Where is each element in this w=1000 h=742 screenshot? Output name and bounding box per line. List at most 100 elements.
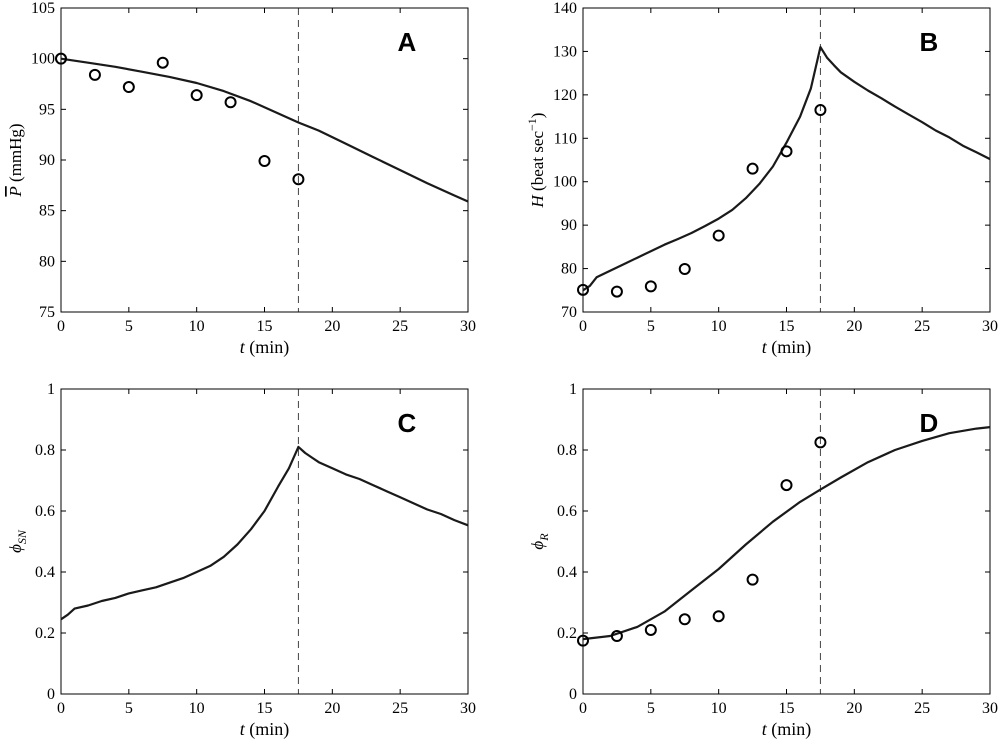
panel-c-y-tick-label: 0.6: [35, 503, 55, 520]
panel-b-data-point: [746, 162, 759, 175]
panel-c-label: C: [398, 408, 417, 438]
panel-b-x-tick-label: 5: [647, 318, 655, 335]
panel-d-y-tick-label: 1: [569, 381, 577, 398]
panel-d-x-axis-label: t (min): [762, 719, 812, 740]
panel-d-y-tick-label: 0: [569, 686, 577, 703]
panel-a-y-axis-label: P (mmHg): [6, 123, 25, 197]
panel-b-y-tick-label: 110: [554, 130, 577, 147]
panel-d: 0 5 10 15 20 25 30 0 0.2 0.4 0.6 0.8 1 Dt (min) ϕR: [528, 381, 998, 740]
panel-a-data-point: [55, 52, 67, 65]
panel-a-model-curve: [60, 57, 469, 203]
panel-b-data-point: [678, 263, 691, 276]
panel-a-data-point: [258, 155, 271, 168]
panel-a-y-tick-label: 75: [39, 304, 55, 321]
panel-a-data-point: [190, 89, 203, 102]
panel-d-x-tick-label: 10: [711, 700, 727, 717]
panel-c-x-tick-label: 5: [125, 700, 133, 717]
panel-d-x-tick-label: 30: [982, 700, 998, 717]
panel-a-x-tick-label: 15: [257, 318, 273, 335]
panel-d-y-tick-label: 0.8: [557, 442, 577, 459]
panel-c-x-tick-label: 10: [189, 700, 205, 717]
panel-b-x-tick-label: 15: [779, 318, 795, 335]
panel-b-y-tick-label: 130: [553, 43, 577, 60]
panel-c-x-tick-label: 25: [392, 700, 408, 717]
panel-b-data-point: [644, 280, 657, 293]
panel-c-x-axis-label: t (min): [240, 719, 290, 740]
panel-a-data-point: [122, 81, 135, 94]
panel-d-data-point: [644, 623, 657, 636]
panel-b-x-tick-label: 20: [846, 318, 862, 335]
panel-b-data-point: [577, 283, 589, 296]
panel-d-data-point: [780, 479, 793, 492]
panel-c-y-tick-label: 0.8: [35, 442, 55, 459]
panel-a-data-point: [292, 173, 305, 186]
panel-a-label: A: [398, 27, 417, 57]
panel-c-x-tick-label: 20: [324, 700, 340, 717]
panel-d-y-tick-label: 0.6: [557, 503, 577, 520]
panel-b-y-tick-label: 140: [553, 0, 577, 17]
panel-d-x-tick-label: 5: [647, 700, 655, 717]
panel-a-x-axis-label: t (min): [240, 337, 290, 358]
panel-d-y-tick-label: 0.2: [557, 625, 577, 642]
panel-a-y-tick-label: 80: [39, 253, 55, 270]
panel-b-x-tick-label: 0: [579, 318, 587, 335]
panel-b-y-tick-label: 70: [561, 304, 577, 321]
panel-b-y-tick-label: 120: [553, 87, 577, 104]
panel-c-y-tick-label: 0: [47, 686, 55, 703]
panel-d-data-point: [746, 573, 759, 586]
panel-b-data-point: [712, 229, 725, 242]
panel-b-data-point: [814, 104, 827, 117]
panel-a-y-tick-label: 85: [39, 203, 55, 220]
panel-b-x-tick-label: 25: [914, 318, 930, 335]
panel-b-y-tick-label: 100: [553, 174, 577, 191]
panel-d-x-tick-label: 0: [579, 700, 587, 717]
panel-c-model-curve: [60, 445, 469, 621]
panel-a-data-point: [156, 56, 169, 69]
panel-b-x-axis-label: t (min): [762, 337, 812, 358]
panel-c: 0 5 10 15 20 25 30 0 0.2 0.4 0.6 0.8 1 Ct (min) ϕSN: [6, 381, 476, 740]
panel-b-model-curve: [582, 46, 991, 292]
panel-d-data-point: [610, 630, 623, 643]
panel-b-y-tick-label: 80: [561, 261, 577, 278]
panel-d-data-point: [678, 613, 691, 626]
panel-a-x-tick-label: 10: [189, 318, 205, 335]
panel-a-y-tick-label: 100: [31, 51, 55, 68]
panel-b-data-point: [780, 145, 793, 158]
panel-d-x-tick-label: 15: [779, 700, 795, 717]
panel-b-x-tick-label: 10: [711, 318, 727, 335]
panel-c-y-tick-label: 1: [47, 381, 55, 398]
panel-b-x-tick-label: 30: [982, 318, 998, 335]
panel-a-x-tick-label: 25: [392, 318, 408, 335]
panel-b-y-axis-label: H (beat sec−1): [525, 113, 547, 209]
panel-a-y-tick-label: 95: [39, 101, 55, 118]
panel-d-data-point: [577, 634, 589, 647]
panel-d-model-curve: [582, 426, 991, 641]
panel-c-y-tick-label: 0.4: [35, 564, 55, 581]
panel-a-y-tick-label: 105: [31, 0, 55, 17]
panel-c-y-tick-label: 0.2: [35, 625, 55, 642]
panel-c-x-tick-label: 30: [460, 700, 476, 717]
panel-d-label: D: [920, 408, 939, 438]
panel-a-y-tick-label: 90: [39, 152, 55, 169]
panel-b-label: B: [920, 27, 939, 57]
panel-c-x-tick-label: 15: [257, 700, 273, 717]
panel-d-data-point: [814, 436, 827, 449]
panel-c-y-axis-label: ϕSN: [6, 529, 29, 553]
panel-c-x-tick-label: 0: [57, 700, 65, 717]
panel-d-data-point: [712, 610, 725, 623]
panel-a: 0 5 10 15 20 25 30 75 80 85 90 95 100 105 At (min) P (m…: [6, 0, 476, 358]
panel-a-x-tick-label: 0: [57, 318, 65, 335]
panel-d-x-tick-label: 20: [846, 700, 862, 717]
panel-b-y-tick-label: 90: [561, 217, 577, 234]
panel-b: 0 5 10 15 20 25 30 70 80 90 100 110 120 130 140 Bt (min…: [525, 0, 998, 358]
panel-d-x-tick-label: 25: [914, 700, 930, 717]
panel-a-x-tick-label: 20: [324, 318, 340, 335]
panel-b-data-point: [610, 285, 623, 298]
panel-a-data-point: [224, 96, 237, 109]
panel-d-y-tick-label: 0.4: [557, 564, 577, 581]
panel-d-y-axis-label: ϕR: [528, 533, 551, 550]
panel-a-x-tick-label: 5: [125, 318, 133, 335]
panel-a-data-point: [88, 68, 101, 81]
panel-a-x-tick-label: 30: [460, 318, 476, 335]
